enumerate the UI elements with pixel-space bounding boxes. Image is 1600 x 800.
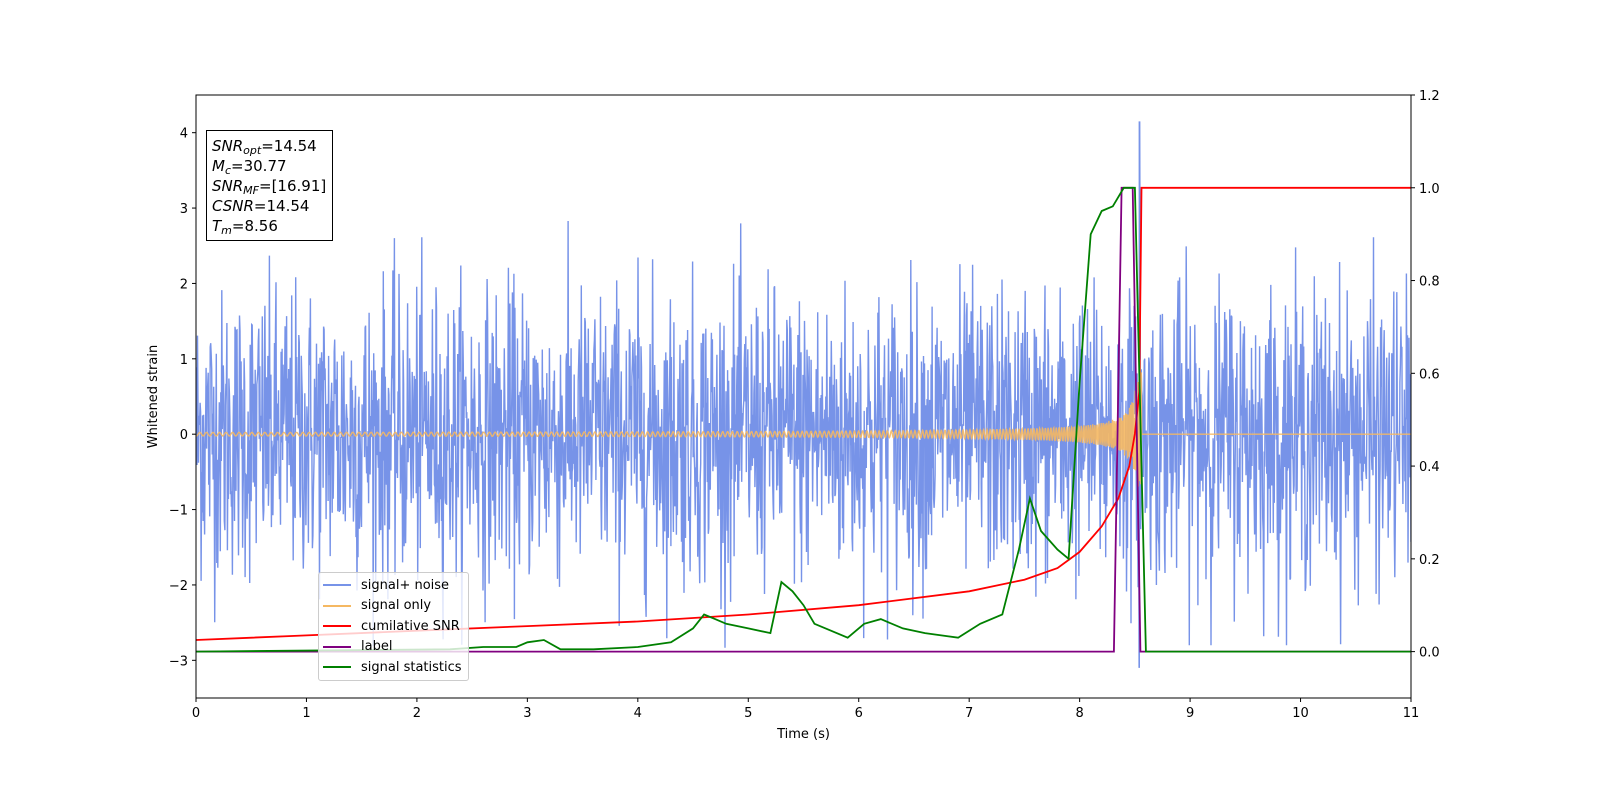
x-tick-label: 3 [523, 706, 531, 721]
y-axis-label: Whitened strain [146, 345, 161, 448]
y-left-tick-label: 3 [180, 202, 188, 217]
y-right-tick-label: 0.4 [1419, 460, 1440, 475]
y-left-tick-label: 1 [180, 353, 188, 368]
y-right-tick-label: 1.2 [1419, 89, 1440, 104]
annotation-csnr: CSNR=14.54 [212, 197, 310, 215]
axes-frame [195, 94, 1412, 699]
legend-label: signal statistics [361, 659, 462, 675]
y-right-tick-label: 0.2 [1419, 553, 1440, 568]
x-tick-label: 9 [1186, 706, 1194, 721]
x-tick-label: 0 [192, 706, 200, 721]
legend: signal+ noise signal only cumilative SNR… [318, 572, 469, 681]
legend-label: signal+ noise [361, 577, 450, 593]
legend-swatch [323, 584, 351, 587]
legend-swatch [323, 645, 351, 648]
x-tick-label: 4 [634, 706, 642, 721]
y-left-tick-label: 2 [180, 277, 188, 292]
x-tick-label: 6 [855, 706, 863, 721]
y-right-tick-label: 0.8 [1419, 275, 1440, 290]
legend-label: cumilative SNR [361, 618, 460, 634]
series-signal-only [196, 359, 1411, 487]
y-left-tick-label: −1 [169, 504, 188, 519]
x-tick-label: 11 [1403, 706, 1420, 721]
y-axis-left: −3 −2 −1 0 1 2 3 4 [169, 127, 196, 669]
series-signal-statistics [196, 186, 1411, 653]
x-axis: 0 1 2 3 4 5 6 7 8 9 10 11 [192, 698, 1419, 721]
annotation-tm: Tm=8.56 [212, 217, 278, 237]
legend-item-cumilative-snr: cumilative SNR [323, 616, 462, 637]
y-left-tick-label: 4 [180, 127, 188, 142]
legend-label: label [361, 639, 393, 655]
y-left-tick-label: −2 [169, 579, 188, 594]
x-tick-label: 2 [413, 706, 421, 721]
annotation-snr-opt: SNRopt=14.54 [212, 137, 317, 157]
annotation-box: SNRopt=14.54 Mc=30.77 SNRMF=[16.91] CSNR… [206, 130, 334, 241]
x-tick-label: 8 [1075, 706, 1083, 721]
annotation-snr-mf: SNRMF=[16.91] [212, 177, 327, 197]
legend-item-signal-statistics: signal statistics [323, 657, 462, 678]
legend-swatch [323, 666, 351, 669]
x-tick-label: 10 [1292, 706, 1309, 721]
y-right-tick-label: 0.6 [1419, 367, 1440, 382]
legend-label: signal only [361, 598, 432, 614]
x-tick-label: 1 [302, 706, 310, 721]
annotation-mc: Mc=30.77 [212, 157, 287, 177]
legend-item-signal-only: signal only [323, 596, 462, 617]
legend-item-label: label [323, 637, 462, 658]
legend-item-signal-noise: signal+ noise [323, 575, 462, 596]
x-tick-label: 5 [744, 706, 752, 721]
x-axis-label: Time (s) [776, 727, 830, 742]
y-right-tick-label: 1.0 [1419, 182, 1440, 197]
y-left-tick-label: −3 [169, 654, 188, 669]
y-left-tick-label: 0 [180, 428, 188, 443]
legend-swatch [323, 604, 351, 607]
plot-area [196, 121, 1411, 668]
legend-swatch [323, 625, 351, 628]
y-right-tick-label: 0.0 [1419, 646, 1440, 661]
y-axis-right: 0.0 0.2 0.4 0.6 0.8 1.0 1.2 [1411, 89, 1440, 661]
x-tick-label: 7 [965, 706, 973, 721]
